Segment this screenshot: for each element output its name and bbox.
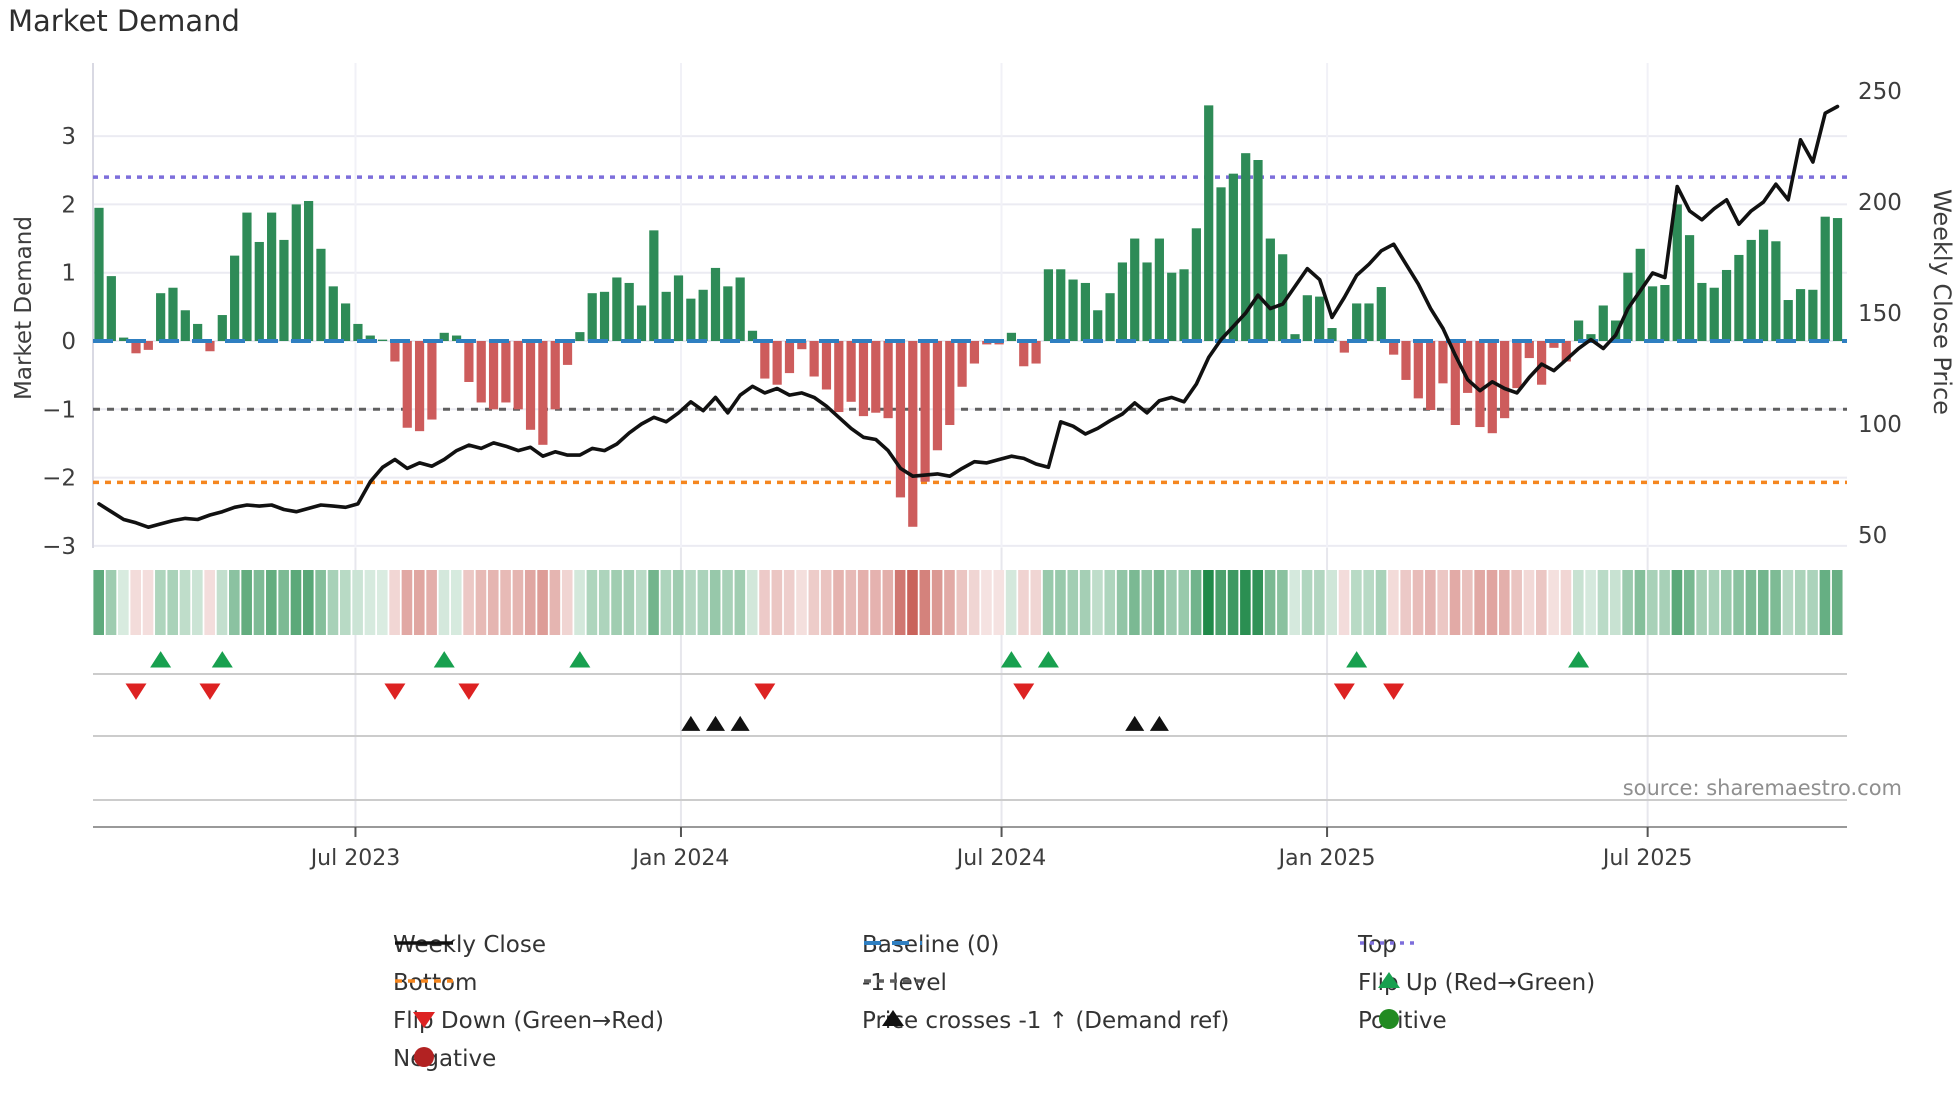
legend-label: Bottom: [393, 970, 478, 996]
gridlines: [92, 63, 1847, 827]
source-credit: source: sharemaestro.com: [1622, 776, 1902, 800]
legend-label: Baseline (0): [862, 932, 1000, 958]
chart-title: Market Demand: [8, 4, 240, 38]
svg-text:200: 200: [1858, 190, 1902, 216]
legend-item: Positive: [1358, 1006, 1447, 1036]
svg-text:100: 100: [1858, 412, 1902, 438]
reference-lines: [93, 175, 1847, 485]
dashed-line-swatch: [395, 979, 453, 983]
dashed-line-swatch: [864, 979, 922, 983]
svg-text:2: 2: [61, 192, 76, 218]
svg-text:50: 50: [1858, 523, 1887, 549]
legend-item: Negative: [393, 1044, 496, 1074]
svg-text:−3: −3: [42, 534, 76, 560]
legend-item: Baseline (0): [862, 930, 999, 960]
svg-text:250: 250: [1858, 79, 1902, 105]
svg-text:0: 0: [61, 329, 76, 355]
legend-label: Flip Down (Green→Red): [393, 1008, 664, 1034]
triangle-down-swatch: [413, 1012, 435, 1028]
svg-text:−1: −1: [42, 397, 76, 423]
triangle-up-swatch: [1378, 972, 1400, 988]
svg-text:Jan 2025: Jan 2025: [1277, 846, 1376, 871]
dotted-line-swatch: [1360, 941, 1418, 945]
demand-heatmap-strip: [93, 570, 1843, 635]
legend-label: Weekly Close: [393, 932, 546, 958]
price-cross-markers: [681, 715, 1169, 731]
svg-text:Jan 2024: Jan 2024: [631, 846, 730, 871]
marker-lanes: [93, 673, 1847, 828]
legend-item: Top: [1358, 930, 1418, 960]
circle-swatch: [1379, 1009, 1399, 1029]
demand-bars: [94, 105, 1843, 527]
triangle-up-swatch: [882, 1010, 904, 1026]
legend: Weekly Close Bottom Flip Down (Green→Red) N…: [0, 920, 1960, 1080]
legend-label: Flip Up (Red→Green): [1358, 970, 1596, 996]
legend-item: Price crosses -1 ↑ (Demand ref): [862, 1006, 1229, 1036]
demand-axis-ticks: 3 2 1 0 −1 −2 −3: [42, 124, 76, 560]
legend-label: Price crosses -1 ↑ (Demand ref): [862, 1008, 1230, 1034]
legend-item: -1 level: [862, 968, 947, 998]
price-axis-ticks: 250 200 150 100 50: [1858, 79, 1902, 549]
weekly-close-line: [97, 104, 1840, 530]
legend-label: -1 level: [862, 970, 947, 996]
svg-text:1: 1: [61, 261, 76, 287]
legend-item: Bottom: [393, 968, 477, 998]
legend-item: Weekly Close: [393, 930, 546, 960]
legend-label: Positive: [1358, 1008, 1447, 1034]
svg-text:150: 150: [1858, 301, 1902, 327]
x-axis: Jul 2023 Jan 2024 Jul 2024 Jan 2025 Jul 2025: [309, 827, 1693, 871]
svg-text:Jul 2024: Jul 2024: [955, 846, 1047, 871]
svg-text:Jul 2025: Jul 2025: [1601, 846, 1693, 871]
svg-text:Jul 2023: Jul 2023: [309, 846, 401, 871]
svg-text:3: 3: [61, 124, 76, 150]
legend-label: Negative: [393, 1046, 497, 1072]
longdash-line-swatch: [864, 941, 922, 945]
flip-down-markers: [125, 683, 1405, 700]
legend-label: Top: [1358, 932, 1397, 958]
circle-swatch: [414, 1047, 434, 1067]
svg-text:−2: −2: [42, 466, 76, 492]
solid-line-swatch: [395, 941, 453, 945]
flip-up-markers: [150, 651, 1590, 668]
legend-item: Flip Up (Red→Green): [1358, 968, 1595, 998]
legend-item: Flip Down (Green→Red): [393, 1006, 664, 1036]
